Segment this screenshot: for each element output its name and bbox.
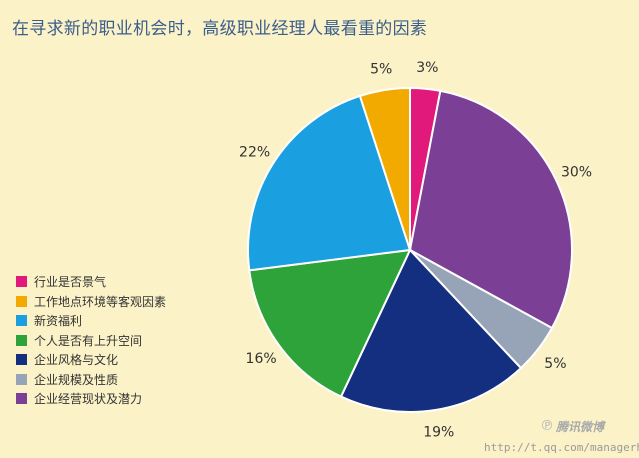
legend-swatch [16,373,27,385]
legend-item: 企业经营现状及潜力 [16,389,166,409]
slice-3 [248,248,412,398]
slice-label: 16% [246,351,277,367]
watermark-url: http://t.qq.com/managerhr [484,441,639,454]
legend-label: 行业是否景气 [34,275,107,290]
slice-label: 19% [423,425,454,441]
legend-item: 个人是否有上升空间 [16,331,166,351]
legend-item: 工作地点环境等客观因素 [16,292,166,312]
legend-swatch [16,354,27,366]
legend-label: 企业风格与文化 [34,353,119,368]
legend-label: 企业经营现状及潜力 [34,392,143,407]
slice-4 [339,248,523,413]
slice-label: 3% [416,60,438,76]
legend-label: 新资福利 [34,314,83,329]
legend-swatch [16,295,27,307]
slice-6 [408,89,573,330]
legend-label: 工作地点环境等客观因素 [34,294,167,309]
chart-title: 在寻求新的职业机会时，高级职业经理人最看重的因素 [12,19,428,39]
slice-label: 5% [544,356,566,372]
legend-item: 企业规模及性质 [16,370,166,390]
legend-item: 企业风格与文化 [16,350,166,370]
legend-label: 个人是否有上升空间 [34,333,143,348]
slice-label: 5% [370,61,392,77]
slice-1 [358,86,411,251]
legend-label: 企业规模及性质 [34,372,119,387]
legend-swatch [16,334,27,346]
slice-label: 30% [561,165,592,181]
slice-label: 22% [239,144,270,160]
legend-swatch [16,276,27,288]
legend-item: 新资福利 [16,311,166,331]
watermark-brand: 腾讯微博 [556,420,605,434]
legend-swatch [16,315,27,327]
slice-2 [247,94,412,272]
weibo-logo-icon: ℗ [540,418,554,434]
chart-legend: 行业是否景气工作地点环境等客观因素 新资福利个人是否有上升空间 企业风格与文化 企业规… [16,272,166,409]
legend-item: 行业是否景气 [16,272,166,292]
legend-swatch [16,393,27,405]
